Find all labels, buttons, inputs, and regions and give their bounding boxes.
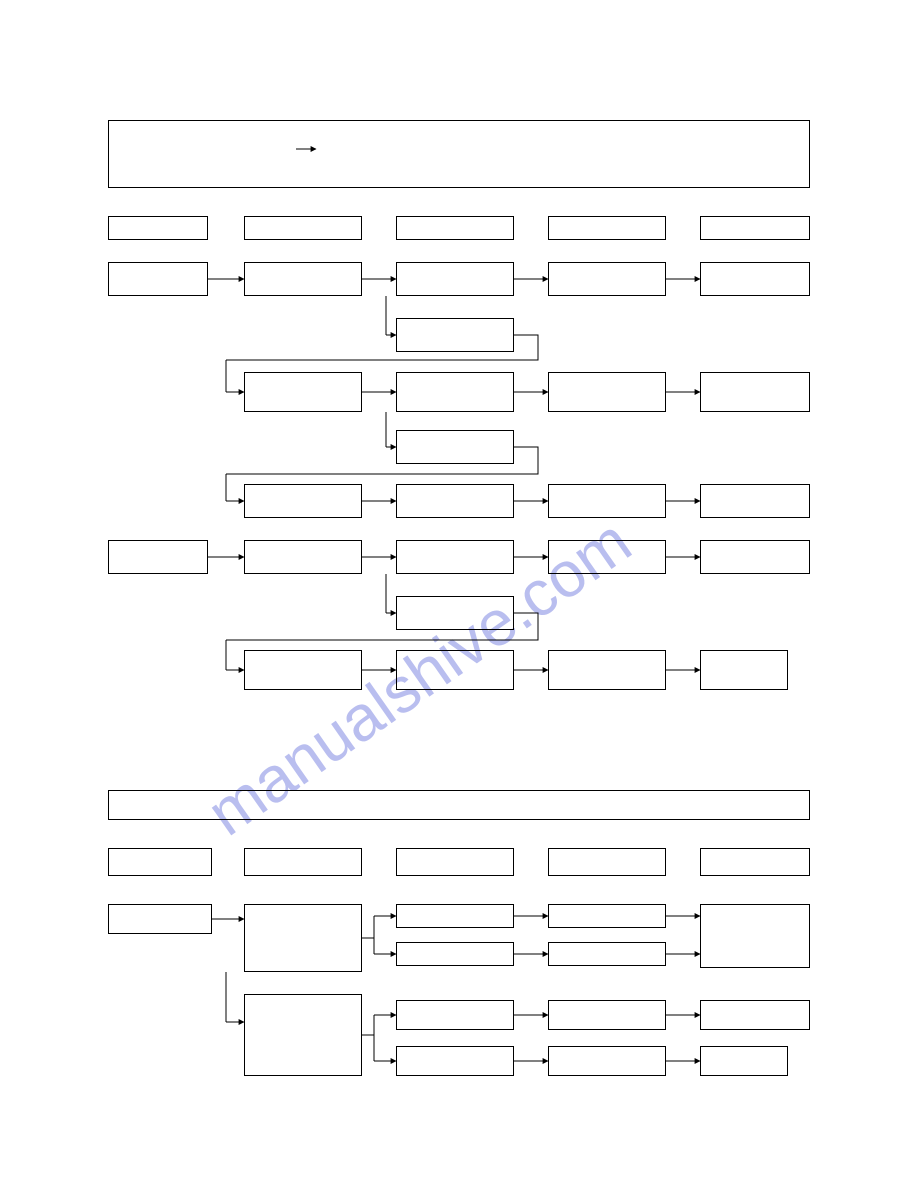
section2-header-4 [700,848,810,876]
section2-header-0 [108,848,212,876]
section1-title [108,120,810,188]
section1-r1-c1 [244,372,362,412]
section2-r1-bot-c3 [548,942,666,966]
section2-header-1 [244,848,362,876]
section1-header-1 [244,216,362,240]
section2-header-3 [548,848,666,876]
section1-r2-c3 [548,484,666,518]
section1-r2-c2 [396,484,514,518]
section1-r3-c3 [548,540,666,574]
section1-r3-c2 [396,540,514,574]
section1-header-3 [548,216,666,240]
section2-r1-c0 [108,904,212,934]
section1-r0-c2 [396,262,514,296]
section1-r0-c0 [108,262,208,296]
section1-r1-extra-c2 [396,430,514,464]
section1-r1-c2 [396,372,514,412]
section2-r1-bot-c2 [396,942,514,966]
section2-r2-bot-c2 [396,1046,514,1076]
section1-r2-c4 [700,484,810,518]
section1-r4-c1 [244,650,362,690]
section1-r3-c0 [108,540,208,574]
section1-header-4 [700,216,810,240]
section1-header-2 [396,216,514,240]
section1-r3-extra-c2 [396,596,514,630]
section1-r3-c4 [700,540,810,574]
section2-r1-top-c3 [548,904,666,928]
section2-r1-c4 [700,904,810,968]
section2-r2-top-c3 [548,1000,666,1030]
section1-header-0 [108,216,208,240]
section2-r1-c1 [244,904,362,972]
section1-r1-c4 [700,372,810,412]
section1-r0-c3 [548,262,666,296]
section1-r4-c2 [396,650,514,690]
section1-r0-extra-c2 [396,318,514,352]
section2-header-2 [396,848,514,876]
section1-r0-c1 [244,262,362,296]
section2-r2-bot-c4 [700,1046,788,1076]
section2-r2-bot-c3 [548,1046,666,1076]
section1-r1-c3 [548,372,666,412]
diagram-canvas: manualshive.com [0,0,918,1188]
section1-r4-c4 [700,650,788,690]
section1-r3-c1 [244,540,362,574]
section2-r2-top-c4 [700,1000,810,1030]
section2-r1-top-c2 [396,904,514,928]
section2-title [108,790,810,820]
section1-r0-c4 [700,262,810,296]
section1-r4-c3 [548,650,666,690]
section2-r2-c1 [244,994,362,1076]
section2-r2-top-c2 [396,1000,514,1030]
section1-r2-c1 [244,484,362,518]
